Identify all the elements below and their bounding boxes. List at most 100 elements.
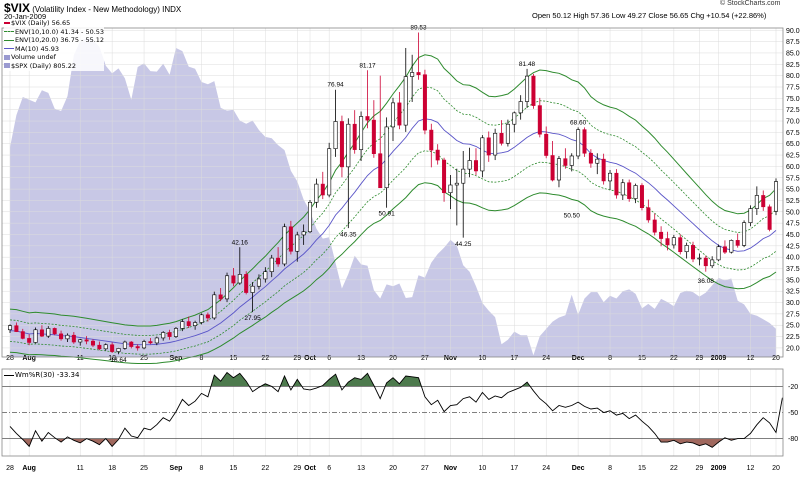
price-tick-label: 30.0 [786,300,800,307]
legend-swatch [4,48,14,50]
candle-body [531,75,536,106]
date-tick-label: 8 [608,355,612,362]
legend-label: Volume undef [11,53,56,62]
candle-body [225,275,230,300]
candle-body [110,344,115,352]
legend-swatch [4,374,14,376]
price-tick-label: 22.5 [786,334,800,341]
candle-body [339,121,344,168]
price-tick-label: 40.0 [786,255,800,262]
candle-body [116,348,121,352]
date-tick-label: Aug [22,355,36,362]
candle-body [314,183,319,203]
date-tick-label: 6 [327,465,331,472]
date-tick-label: 8 [608,465,612,472]
candle-body [173,328,178,337]
williams-r-panel: 28 Aug 11 18 25 Sep 8 15 22 29 Oct 6 13 20 27 Nov 10 17 24… [1,368,798,472]
candle-body [652,219,657,233]
price-annotation: 50.91 [378,211,395,218]
price-tick-label: 77.5 [786,84,800,91]
date-tick-label: 29 [293,355,301,362]
symbol-name: (Volatility Index - New Methodology) [32,5,160,14]
price-tick-label: 25.0 [786,323,800,330]
candle-body [461,168,466,184]
candle-body [263,271,268,280]
date-tick-label: 22 [261,465,269,472]
price-tick-label: 87.5 [786,39,800,46]
date-tick-label: 29 [293,465,301,472]
wmr-line [9,371,783,448]
candle-body [403,76,408,126]
date-tick-label: 12 [747,465,755,472]
date-tick-label: 22 [261,355,269,362]
candle-body [525,75,530,102]
legend-swatch [4,31,14,33]
candle-body [142,341,147,349]
candle-body [33,329,38,343]
candle-body [716,246,721,261]
price-tick-label: 90.0 [786,28,800,35]
candle-body [563,158,568,166]
candle-body [608,172,613,182]
price-panel: 20.0 22.5 25.0 27.5 30.0 32.5 35.0 37.5 40.0 42.5… [1,24,800,364]
legend-volume: Volume undef [4,53,104,62]
candle-body [537,105,542,135]
candle-body [384,126,389,189]
candle-body [327,148,332,196]
date-tick-label: Nov [444,355,457,362]
price-annotation: 46.35 [340,231,357,238]
legend: $VIX (Daily) 56.65 ENV(10,10.0) 41.34 - … [4,19,105,71]
candle-body [193,322,198,326]
price-tick-label: 70.0 [786,119,800,126]
candle-body [27,338,32,343]
price-tick-label: 85.0 [786,50,800,57]
candle-body [544,133,549,156]
candle-body [161,332,166,339]
candle-body [103,344,108,350]
candle-body [59,333,64,340]
candle-body [250,285,255,293]
price-tick-label: 57.5 [786,175,800,182]
wmr-tick-label: -20 [788,384,798,391]
candle-body [365,116,370,121]
stockcharts-credit: © StockCharts.com [720,0,781,7]
price-annotation: 68.60 [570,119,587,126]
candle-body [627,182,632,199]
wmr-tick-label: -50 [788,410,798,417]
price-annotation: 81.17 [359,62,376,69]
candle-body [761,195,766,208]
legend-label: $SPX (Daily) 805.22 [11,61,77,70]
candle-body [512,112,517,125]
date-tick-label: 12 [747,355,755,362]
candle-body [352,123,357,150]
date-tick-label: 25 [140,355,148,362]
candle-body [569,155,574,166]
candle-body [282,226,287,265]
candle-body [308,201,313,233]
candle-body [748,208,753,223]
candle-body [154,337,159,344]
legend-swatch [4,54,10,60]
date-tick-label: Oct [304,465,316,472]
chart-date: 20-Jan-2009 [4,12,47,21]
candle-body [397,102,402,126]
date-tick-label: 10 [478,355,486,362]
price-tick-label: 82.5 [786,62,800,69]
date-tick-label: 13 [357,465,365,472]
candle-body [582,129,587,154]
date-tick-label: 29 [696,355,704,362]
chart-header-left: $VIX (Volatility Index - New Methodology… [4,1,181,15]
price-tick-label: 50.0 [786,209,800,216]
candle-body [659,231,664,239]
date-tick-label: 29 [696,465,704,472]
candle-body [256,278,261,287]
candle-body [646,207,651,221]
date-tick-label: Oct [304,355,316,362]
candle-body [333,121,338,150]
candle-body [614,172,619,196]
price-tick-label: 67.5 [786,130,800,137]
candle-body [633,185,638,199]
legend-env10: ENV(10,10.0) 41.34 - 50.53 [4,28,104,37]
date-tick-label: 11 [77,355,84,362]
date-tick-label: 13 [357,355,365,362]
